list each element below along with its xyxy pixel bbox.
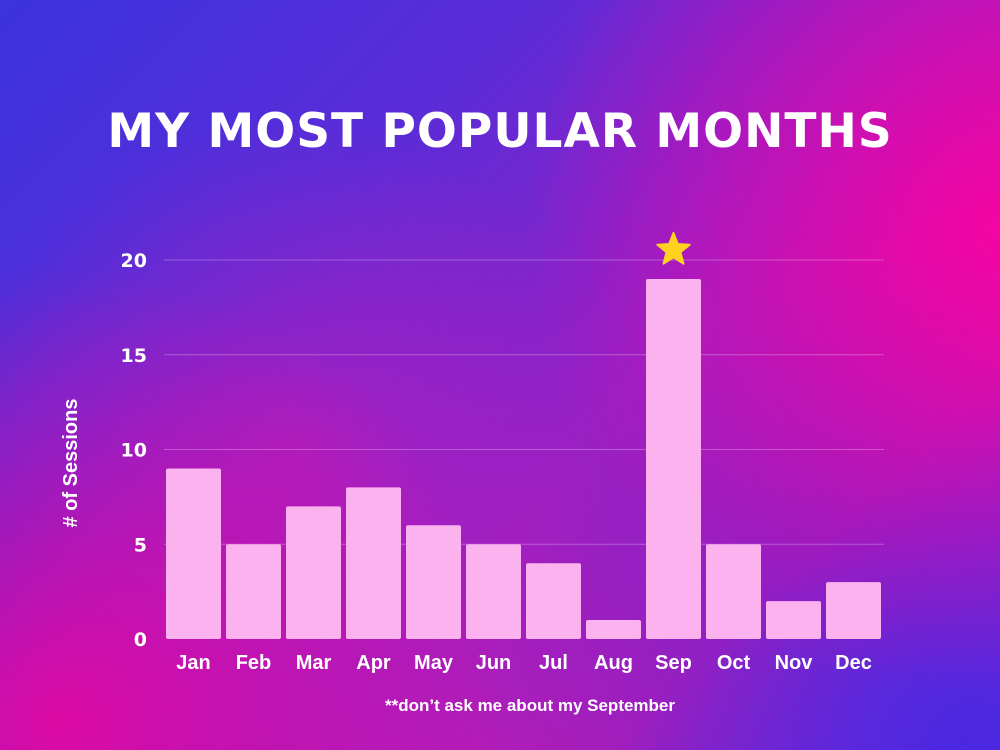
bar-jun: [466, 544, 521, 639]
bar-nov: [766, 601, 821, 639]
x-tick-label: Aug: [594, 652, 633, 674]
y-axis-label: # of Sessions: [60, 399, 82, 528]
x-tick-label: Apr: [356, 652, 391, 674]
x-tick-label: Nov: [775, 652, 814, 674]
bar-aug: [586, 620, 641, 639]
gridlines: [164, 259, 884, 545]
x-tick-label: Dec: [835, 652, 872, 674]
bar-jul: [526, 563, 581, 639]
y-tick-label: 10: [121, 440, 147, 462]
bar-sep: [646, 278, 701, 639]
x-tick-label: Feb: [236, 652, 272, 674]
x-tick-label: May: [414, 652, 454, 674]
y-axis-ticks: 0 5 10 15 20: [121, 250, 147, 651]
y-tick-label: 0: [134, 629, 147, 651]
star-icon: [656, 231, 691, 265]
bar-may: [406, 525, 461, 639]
x-axis-labels: Jan Feb Mar Apr May Jun Jul Aug Sep Oct Nov Dec: [176, 652, 872, 674]
y-tick-label: 5: [134, 534, 147, 556]
footnote-annotation: **don’t ask me about my September: [385, 696, 675, 715]
bar-feb: [226, 544, 281, 639]
chart-title: MY MOST POPULAR MONTHS: [107, 104, 893, 159]
x-tick-label: Jul: [539, 652, 568, 674]
bar-jan: [166, 468, 221, 639]
bar-mar: [286, 506, 341, 639]
bars: [166, 231, 881, 639]
bar-apr: [346, 487, 401, 639]
x-tick-label: Jan: [176, 652, 210, 674]
x-tick-label: Jun: [476, 652, 512, 674]
x-tick-label: Oct: [717, 652, 751, 674]
y-tick-label: 20: [121, 250, 147, 272]
bar-dec: [826, 582, 881, 639]
bar-oct: [706, 544, 761, 639]
x-tick-label: Sep: [655, 652, 692, 674]
x-tick-label: Mar: [296, 652, 332, 674]
y-tick-label: 15: [121, 345, 147, 367]
